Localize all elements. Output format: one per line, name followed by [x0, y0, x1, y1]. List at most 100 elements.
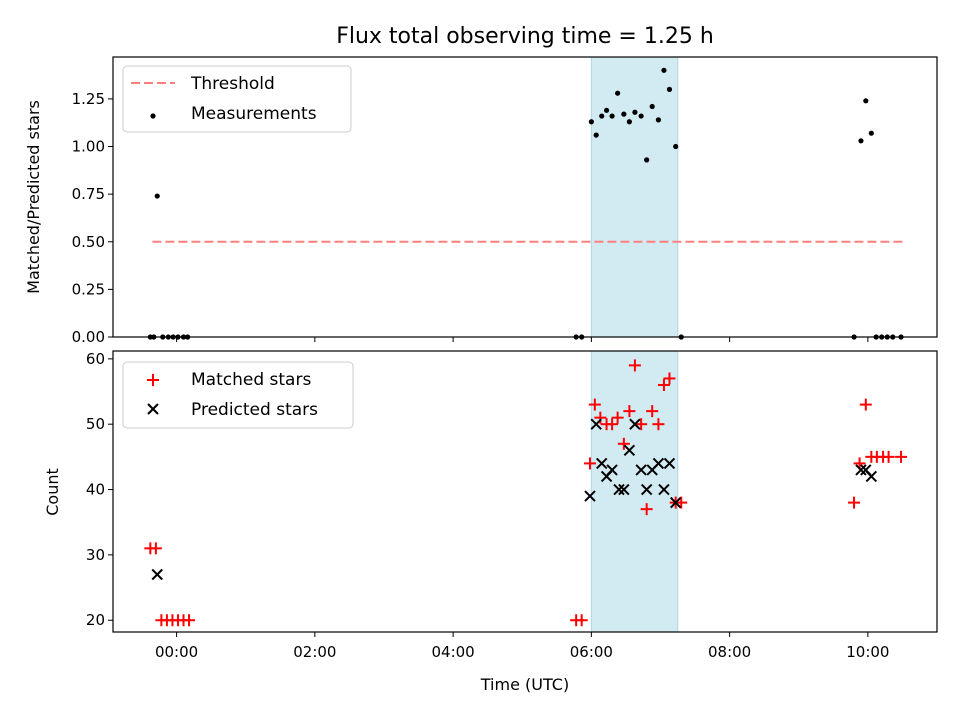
matched-star-point-18	[628, 359, 641, 372]
predicted-marker-b	[855, 464, 867, 476]
bottom-y-axis-label: Count	[43, 468, 62, 516]
measurement-point-29	[858, 138, 864, 144]
bottom-x-tick-label: 06:00	[570, 643, 613, 661]
bottom-x-tick-label: 00:00	[155, 643, 198, 661]
predicted-marker-b	[652, 457, 665, 470]
legend-matched-label: Matched stars	[191, 370, 311, 390]
measurement-point-12	[593, 132, 599, 138]
top-x-ticks	[176, 337, 869, 342]
legend-predicted-label: Predicted stars	[191, 400, 318, 420]
matched-star-point-1	[149, 542, 162, 555]
measurement-point-11	[588, 119, 594, 125]
matched-star-point-21	[646, 405, 659, 418]
bottom-y-tick-label: 40	[86, 481, 105, 499]
legend-threshold-label: Threshold	[190, 74, 275, 94]
legend-measurements-label: Measurements	[191, 104, 317, 124]
matched-star-point-19	[635, 418, 648, 431]
matched-star-point-24	[663, 372, 676, 385]
measurement-point-25	[666, 86, 673, 92]
top-y-tick-label: 1.00	[72, 138, 105, 156]
bottom-axes: 20 30 40 50 60 00:00 02:00 04:00 06:00 08:00 10:0…	[43, 350, 938, 694]
predicted-marker-b	[865, 470, 878, 483]
top-legend: Threshold Measurements	[122, 65, 352, 133]
matched-star-point-34	[895, 450, 908, 463]
bottom-star-points	[144, 359, 908, 627]
chart-title: Flux total observing time = 1.25 h	[336, 24, 714, 49]
matched-star-point-14	[606, 418, 619, 431]
measurement-point-23	[655, 117, 662, 123]
top-axes: Flux total observing time = 1.25 h 0.00 0…	[24, 24, 938, 346]
top-y-axis-label: Matched/Predicted stars	[24, 100, 43, 294]
predicted-star-point-11	[640, 483, 653, 496]
predicted-star-point-16	[669, 496, 682, 509]
matched-star-point-22	[652, 418, 665, 431]
predicted-star-point-0	[151, 568, 163, 581]
predicted-marker-b	[618, 483, 630, 496]
bottom-y-tick-label: 60	[86, 350, 105, 368]
measurement-point-22	[649, 103, 655, 110]
predicted-marker-b	[613, 483, 625, 496]
top-y-tick-label: 1.25	[72, 90, 105, 108]
matched-star-point-17	[623, 405, 636, 418]
measurement-point-14	[603, 107, 610, 113]
predicted-star-point-10	[635, 464, 647, 476]
predicted-marker-b	[584, 490, 596, 502]
measurement-point-17	[621, 111, 627, 117]
predicted-star-point-6	[613, 483, 625, 496]
predicted-marker-b	[623, 444, 636, 457]
measurement-point-31	[868, 130, 874, 136]
measurement-point-30	[863, 98, 869, 104]
bottom-x-tick-label: 08:00	[708, 643, 751, 661]
top-axes-frame	[112, 56, 938, 338]
top-shaded-span	[590, 56, 679, 338]
top-shaded-region	[590, 56, 679, 338]
predicted-marker-b	[596, 457, 608, 470]
measurement-point-18	[626, 119, 632, 125]
predicted-star-point-3	[596, 457, 608, 470]
predicted-marker-b	[658, 483, 670, 496]
matched-star-point-20	[640, 503, 653, 516]
legend-predicted-swatch	[147, 403, 159, 415]
bottom-x-ticks: 00:00 02:00 04:00 06:00 08:00 10:00	[155, 632, 889, 661]
matched-star-point-29	[859, 398, 872, 411]
top-y-tick-label: 0.50	[72, 233, 105, 251]
bottom-y-ticks: 20 30 40 50 60	[86, 350, 113, 629]
predicted-star-point-9	[629, 418, 641, 430]
matched-star-point-12	[594, 411, 607, 424]
matched-star-point-16	[617, 437, 630, 450]
predicted-marker-b	[590, 418, 602, 430]
top-y-tick-label: 0.00	[72, 328, 105, 346]
measurement-point-13	[599, 113, 605, 119]
matched-star-point-7	[183, 614, 196, 627]
predicted-star-point-7	[618, 483, 630, 496]
top-y-tick-label: 0.75	[72, 185, 105, 203]
matched-star-point-11	[588, 398, 601, 411]
measurement-point-24	[661, 67, 667, 73]
predicted-marker-b	[669, 496, 682, 509]
bottom-y-tick-label: 30	[86, 546, 105, 564]
legend-measurements-swatch	[150, 113, 156, 119]
predicted-star-point-1	[584, 490, 596, 502]
predicted-star-point-13	[652, 457, 665, 470]
predicted-star-point-17	[855, 464, 867, 476]
top-legend-box	[122, 65, 352, 133]
bottom-x-tick-label: 04:00	[431, 643, 474, 661]
matched-star-point-33	[882, 450, 895, 463]
matched-star-point-27	[848, 496, 861, 509]
predicted-star-point-8	[623, 444, 636, 457]
measurement-point-15	[609, 113, 615, 119]
measurement-point-26	[673, 143, 679, 150]
predicted-marker-b	[606, 464, 618, 476]
bottom-y-tick-label: 20	[86, 611, 105, 629]
bottom-legend: Matched stars Predicted stars	[122, 361, 354, 429]
matched-star-point-15	[611, 411, 624, 424]
bottom-y-tick-label: 50	[86, 415, 105, 433]
bottom-x-tick-label: 02:00	[293, 643, 336, 661]
predicted-marker-b	[151, 568, 163, 581]
predicted-marker-b	[860, 464, 872, 476]
predicted-marker-b	[629, 418, 641, 430]
predicted-marker-b	[635, 464, 647, 476]
bottom-legend-box	[122, 361, 354, 429]
matched-star-point-10	[583, 457, 596, 470]
